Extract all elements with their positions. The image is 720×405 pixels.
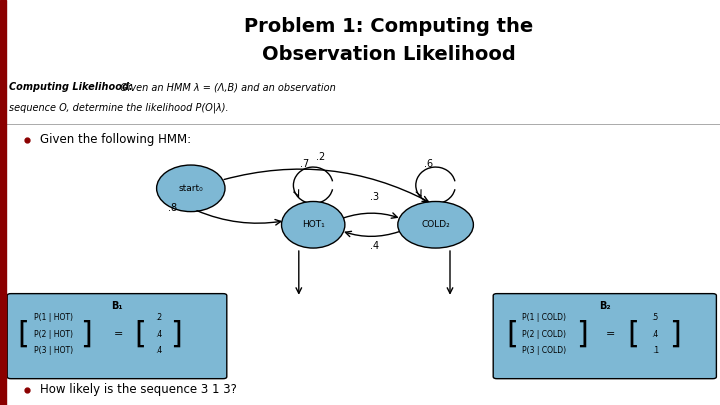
Bar	[0, 0, 6, 405]
FancyBboxPatch shape	[493, 294, 716, 379]
Text: How likely is the sequence 3 1 3?: How likely is the sequence 3 1 3?	[40, 383, 236, 396]
Text: P(2 | HOT): P(2 | HOT)	[35, 330, 73, 339]
Text: .4: .4	[155, 346, 162, 355]
Text: P(2 | COLD): P(2 | COLD)	[521, 330, 566, 339]
Text: P(1 | HOT): P(1 | HOT)	[35, 313, 73, 322]
Text: B₁: B₁	[111, 301, 123, 311]
Text: .7: .7	[300, 159, 309, 169]
Text: Computing Likelihood:: Computing Likelihood:	[9, 82, 133, 92]
Text: [: [	[18, 320, 30, 349]
Text: Given the following HMM:: Given the following HMM:	[40, 133, 191, 146]
Ellipse shape	[157, 165, 225, 211]
Text: .5: .5	[652, 313, 659, 322]
Text: ]: ]	[171, 320, 182, 349]
Text: [: [	[628, 320, 639, 349]
Ellipse shape	[282, 202, 345, 248]
Text: P(3 | COLD): P(3 | COLD)	[521, 346, 566, 355]
Text: =: =	[114, 329, 124, 339]
Text: .6: .6	[424, 159, 433, 169]
Text: P(1 | COLD): P(1 | COLD)	[521, 313, 566, 322]
Ellipse shape	[397, 202, 474, 248]
Text: start₀: start₀	[179, 184, 203, 193]
Text: HOT₁: HOT₁	[302, 220, 325, 229]
Text: ]: ]	[670, 320, 681, 349]
Text: .2: .2	[155, 313, 162, 322]
Text: [: [	[507, 320, 518, 349]
Text: ]: ]	[81, 320, 92, 349]
Text: ]: ]	[576, 320, 588, 349]
Text: Problem 1: Computing the: Problem 1: Computing the	[244, 17, 534, 36]
Text: .2: .2	[316, 152, 325, 162]
Text: .4: .4	[652, 330, 659, 339]
Text: B₂: B₂	[599, 301, 611, 311]
Text: Observation Likelihood: Observation Likelihood	[262, 45, 516, 64]
Text: .3: .3	[370, 192, 379, 202]
Text: Given an HMM λ = (Λ,B) and an observation: Given an HMM λ = (Λ,B) and an observatio…	[117, 82, 336, 92]
Text: .8: .8	[168, 202, 177, 213]
Text: .4: .4	[155, 330, 162, 339]
Text: [: [	[135, 320, 146, 349]
Text: =: =	[606, 329, 616, 339]
FancyBboxPatch shape	[7, 294, 227, 379]
Text: sequence O, determine the likelihood P(O|λ).: sequence O, determine the likelihood P(O…	[9, 102, 229, 113]
Text: .1: .1	[652, 346, 659, 355]
Text: COLD₂: COLD₂	[421, 220, 450, 229]
Text: P(3 | HOT): P(3 | HOT)	[35, 346, 73, 355]
Text: .4: .4	[370, 241, 379, 251]
